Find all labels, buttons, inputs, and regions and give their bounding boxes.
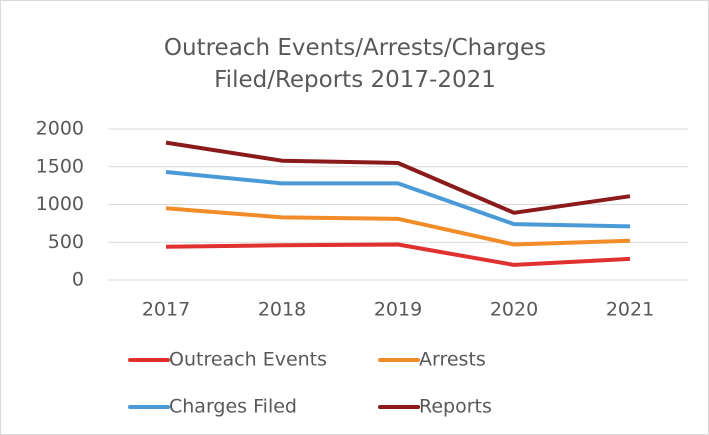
- y-tick-label: 1500: [36, 155, 84, 177]
- series-line: [165, 242, 631, 267]
- x-tick-label: 2017: [142, 299, 190, 321]
- legend-label: Reports: [419, 396, 492, 418]
- legend-label: Arrests: [419, 349, 486, 371]
- x-tick-label: 2019: [374, 299, 422, 321]
- series-line: [165, 206, 631, 247]
- y-tick-label: 1000: [36, 193, 84, 215]
- chart-title: Outreach Events/Arrests/Charges Filed/Re…: [163, 35, 547, 93]
- x-tick-label: 2018: [258, 299, 306, 321]
- series-line: [165, 140, 631, 215]
- y-tick-label: 2000: [36, 118, 84, 140]
- x-tick-label: 2020: [490, 299, 538, 321]
- y-tick-label: 500: [48, 231, 84, 253]
- y-tick-label: 0: [72, 269, 84, 291]
- legend-label: Charges Filed: [169, 396, 297, 418]
- series-line: [165, 170, 631, 229]
- x-tick-label: 2021: [606, 299, 654, 321]
- legend-label: Outreach Events: [169, 349, 327, 371]
